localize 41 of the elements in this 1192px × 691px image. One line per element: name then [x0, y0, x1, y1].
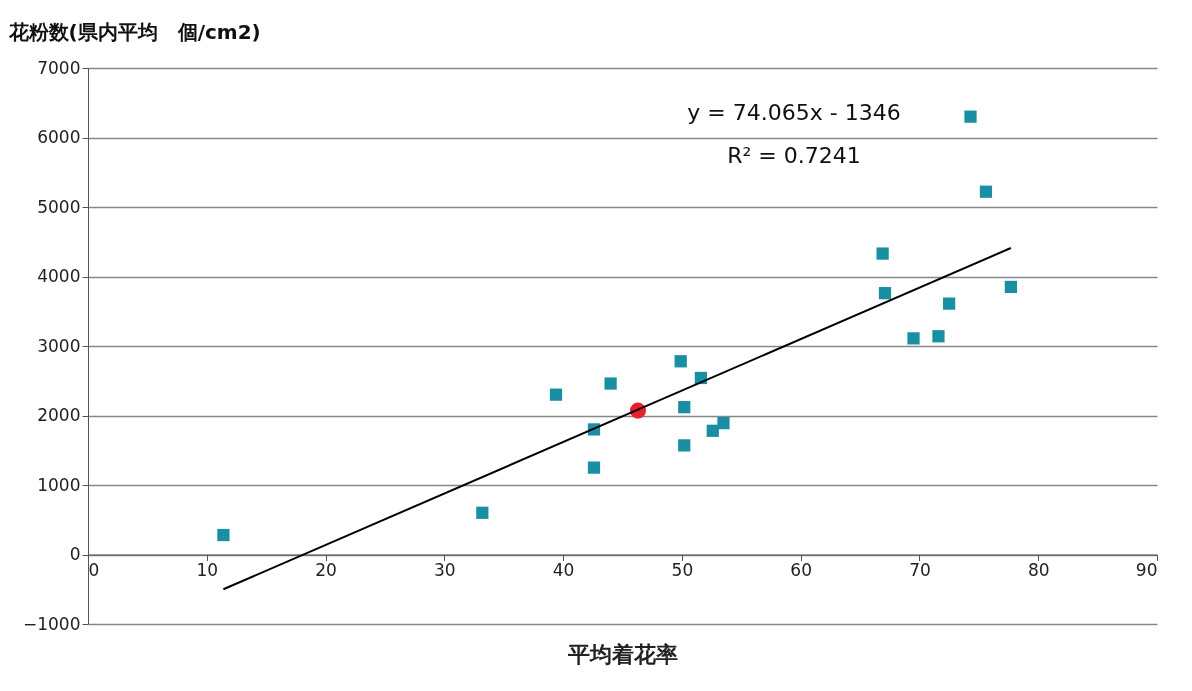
y-tick-label: 4000	[37, 266, 81, 286]
x-tick-label: 10	[196, 560, 219, 580]
y-tick-label: 1000	[37, 474, 81, 495]
point	[1004, 280, 1018, 294]
y-axis-title: 花粉数(県内平均 個/cm2)	[7, 19, 261, 44]
point	[476, 506, 489, 519]
point	[717, 417, 730, 430]
y-tick-label: 0	[69, 544, 81, 564]
point	[674, 355, 687, 368]
point	[979, 185, 993, 198]
point	[878, 287, 892, 300]
point	[943, 297, 956, 310]
x-tick-label: 0	[88, 560, 100, 580]
y-tick-label: 2000	[37, 405, 81, 425]
x-tick-label: 60	[790, 560, 812, 580]
x-tick-label: 90	[1135, 560, 1158, 580]
x-tick-label: 80	[1027, 560, 1050, 580]
point	[706, 424, 719, 437]
x-axis-title: 平均着花率	[567, 641, 678, 667]
point	[587, 461, 601, 474]
y-tick-label: 5000	[37, 196, 81, 217]
annotation: y = 74.065x - 1346	[687, 100, 901, 125]
point	[217, 528, 230, 542]
y-tick-label: 6000	[37, 127, 81, 147]
point	[964, 110, 977, 123]
point	[932, 330, 945, 343]
x-tick-label: 20	[315, 560, 337, 580]
x-tick-label: 40	[552, 560, 575, 580]
y-tick-label: −1000	[22, 613, 81, 634]
x-tick-label: 30	[434, 560, 456, 580]
y-tick-label: 3000	[37, 335, 81, 356]
point	[678, 439, 691, 452]
point	[907, 332, 920, 345]
x-tick-label: 70	[909, 560, 931, 580]
annotation: R² = 0.7241	[727, 143, 861, 168]
point	[678, 401, 691, 414]
x-tick-label: 50	[671, 560, 694, 580]
y-tick-label: 7000	[37, 57, 81, 78]
point	[604, 377, 617, 390]
point	[876, 247, 889, 260]
point	[549, 388, 563, 401]
